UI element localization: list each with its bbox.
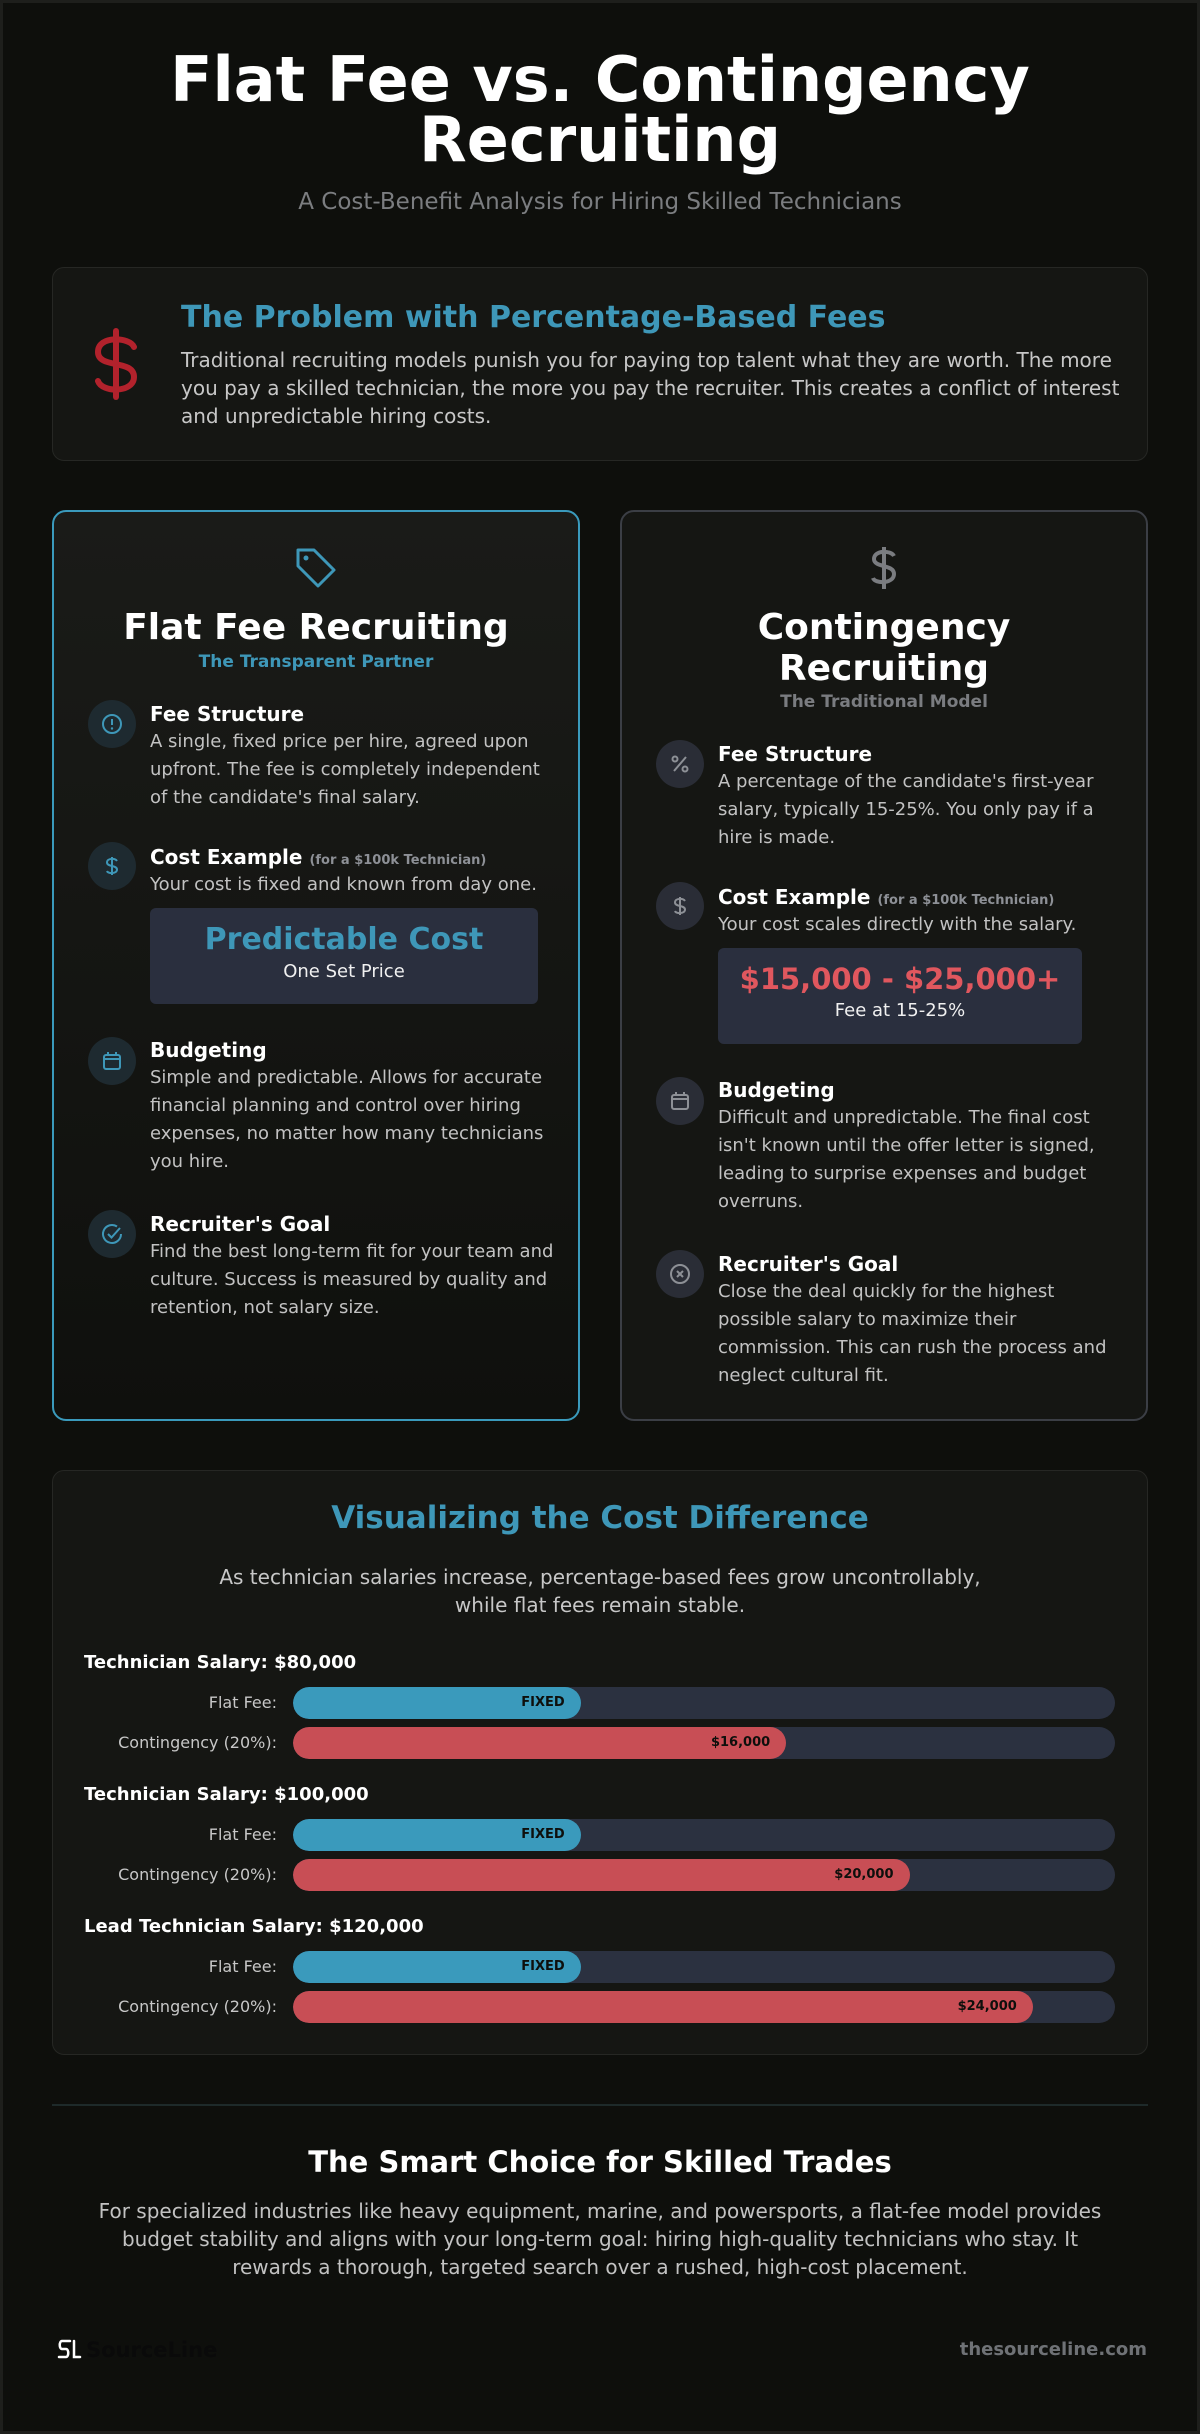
cont-cost-example-title: Cost Example (for a $100k Technician) [718,885,1054,909]
contingency-bar: $20,000 [293,1859,910,1891]
cont-card-tagline: The Traditional Model [780,692,988,712]
contingency-bar: $24,000 [293,1991,1033,2023]
flat-cost-example-text: Your cost is fixed and known from day on… [150,874,537,895]
flat-fee-card: Flat Fee Recruiting The Transparent Part… [52,510,580,1421]
cont-card-title-line1: Contingency [757,607,1011,648]
site-link[interactable]: thesourceline.com [959,2339,1147,2360]
flat-fee-structure-title: Fee Structure [150,702,305,726]
contingency-bar-label: Contingency (20%): [118,1865,277,1884]
flat-fee-bar-track: FIXED [293,1951,1115,1983]
contingency-card: Contingency Recruiting The Traditional M… [620,510,1148,1421]
cont-cost-note: (for a $100k Technician) [877,893,1055,908]
flat-price-main: Predictable Cost [204,922,484,957]
flat-card-title: Flat Fee Recruiting [123,607,509,648]
flat-fee-bar-track: FIXED [293,1819,1115,1851]
tag-icon [296,548,336,588]
flat-goal-text: Find the best long-term fit for your tea… [150,1241,554,1318]
flat-fee-bar-track: FIXED [293,1687,1115,1719]
visualization-text: As technician salaries increase, percent… [219,1565,981,1617]
flat-price-box: Predictable Cost One Set Price [150,908,538,1004]
calendar-icon [88,1037,136,1085]
x-circle-icon [656,1250,704,1298]
contingency-bar-text: $20,000 [834,1867,894,1882]
cont-cost-title-text: Cost Example [718,885,871,909]
dollar-icon [94,328,138,400]
cont-price-sub: Fee at 15-25% [834,1000,966,1021]
contingency-bar-track: $24,000 [293,1991,1115,2023]
contingency-bar-text: $16,000 [710,1735,771,1750]
brand-logo[interactable]: SourceLine [56,2337,217,2363]
cont-fee-structure-text: A percentage of the candidate's first-ye… [718,771,1094,848]
page-title-line2: Recruiting [419,103,781,176]
flat-fee-bar-label: Flat Fee: [208,1957,277,1976]
contingency-bar-text: $24,000 [957,1999,1017,2014]
flat-fee-bar: FIXED [293,1687,581,1719]
dollar-icon [656,882,704,930]
salary-label: Technician Salary: $80,000 [84,1652,357,1673]
sourceline-logo-icon [57,2339,82,2359]
dollar-icon [88,842,136,890]
flat-fee-bar: FIXED [293,1819,581,1851]
salary-label: Lead Technician Salary: $120,000 [84,1916,424,1937]
contingency-bar-label: Contingency (20%): [118,1733,277,1752]
cont-goal-text: Close the deal quickly for the highest p… [718,1281,1107,1386]
flat-cost-example-title: Cost Example (for a $100k Technician) [150,845,486,869]
flat-fee-bar-text: FIXED [521,1827,565,1842]
problem-text: Traditional recruiting models punish you… [181,348,1120,428]
cont-budgeting-title: Budgeting [718,1078,835,1102]
cont-price-main: $15,000 - $25,000+ [739,962,1061,996]
check-circle-icon [88,1210,136,1258]
flat-goal-title: Recruiter's Goal [150,1212,331,1236]
flat-fee-bar: FIXED [293,1951,581,1983]
salary-label: Technician Salary: $100,000 [84,1784,369,1805]
page-title-line1: Flat Fee vs. Contingency [170,43,1030,116]
flat-fee-bar-label: Flat Fee: [208,1825,277,1844]
cont-card-title-line2: Recruiting [778,648,990,689]
visualization-title: Visualizing the Cost Difference [331,1500,869,1536]
flat-fee-bar-text: FIXED [521,1695,565,1710]
cont-fee-structure-title: Fee Structure [718,742,873,766]
contingency-bar: $16,000 [293,1727,787,1759]
smart-choice-title: The Smart Choice for Skilled Trades [308,2145,892,2179]
brand-name: SourceLine [86,2338,218,2362]
percent-icon [656,740,704,788]
flat-price-sub: One Set Price [283,961,405,982]
cont-price-box: $15,000 - $25,000+ Fee at 15-25% [718,948,1082,1044]
flat-fee-bar-text: FIXED [521,1959,565,1974]
smart-choice-text: For specialized industries like heavy eq… [98,2199,1102,2279]
cont-cost-example-text: Your cost scales directly with the salar… [718,914,1077,935]
dollar-icon [871,547,897,589]
contingency-bar-track: $16,000 [293,1727,1115,1759]
flat-card-tagline: The Transparent Partner [198,652,434,672]
cont-budgeting-text: Difficult and unpredictable. The final c… [718,1107,1095,1212]
info-icon [88,700,136,748]
cont-goal-title: Recruiter's Goal [718,1252,899,1276]
flat-cost-title-text: Cost Example [150,845,303,869]
calendar-icon [656,1077,704,1125]
contingency-bar-track: $20,000 [293,1859,1115,1891]
page-subtitle: A Cost-Benefit Analysis for Hiring Skill… [298,189,902,215]
flat-fee-bar-label: Flat Fee: [208,1693,277,1712]
flat-fee-structure-text: A single, fixed price per hire, agreed u… [150,731,540,808]
contingency-bar-label: Contingency (20%): [118,1997,277,2016]
problem-title: The Problem with Percentage-Based Fees [181,300,886,335]
section-divider [52,2104,1148,2106]
flat-budgeting-title: Budgeting [150,1038,267,1062]
flat-budgeting-text: Simple and predictable. Allows for accur… [150,1067,544,1172]
problem-panel [52,267,1148,461]
flat-cost-note: (for a $100k Technician) [309,853,487,868]
